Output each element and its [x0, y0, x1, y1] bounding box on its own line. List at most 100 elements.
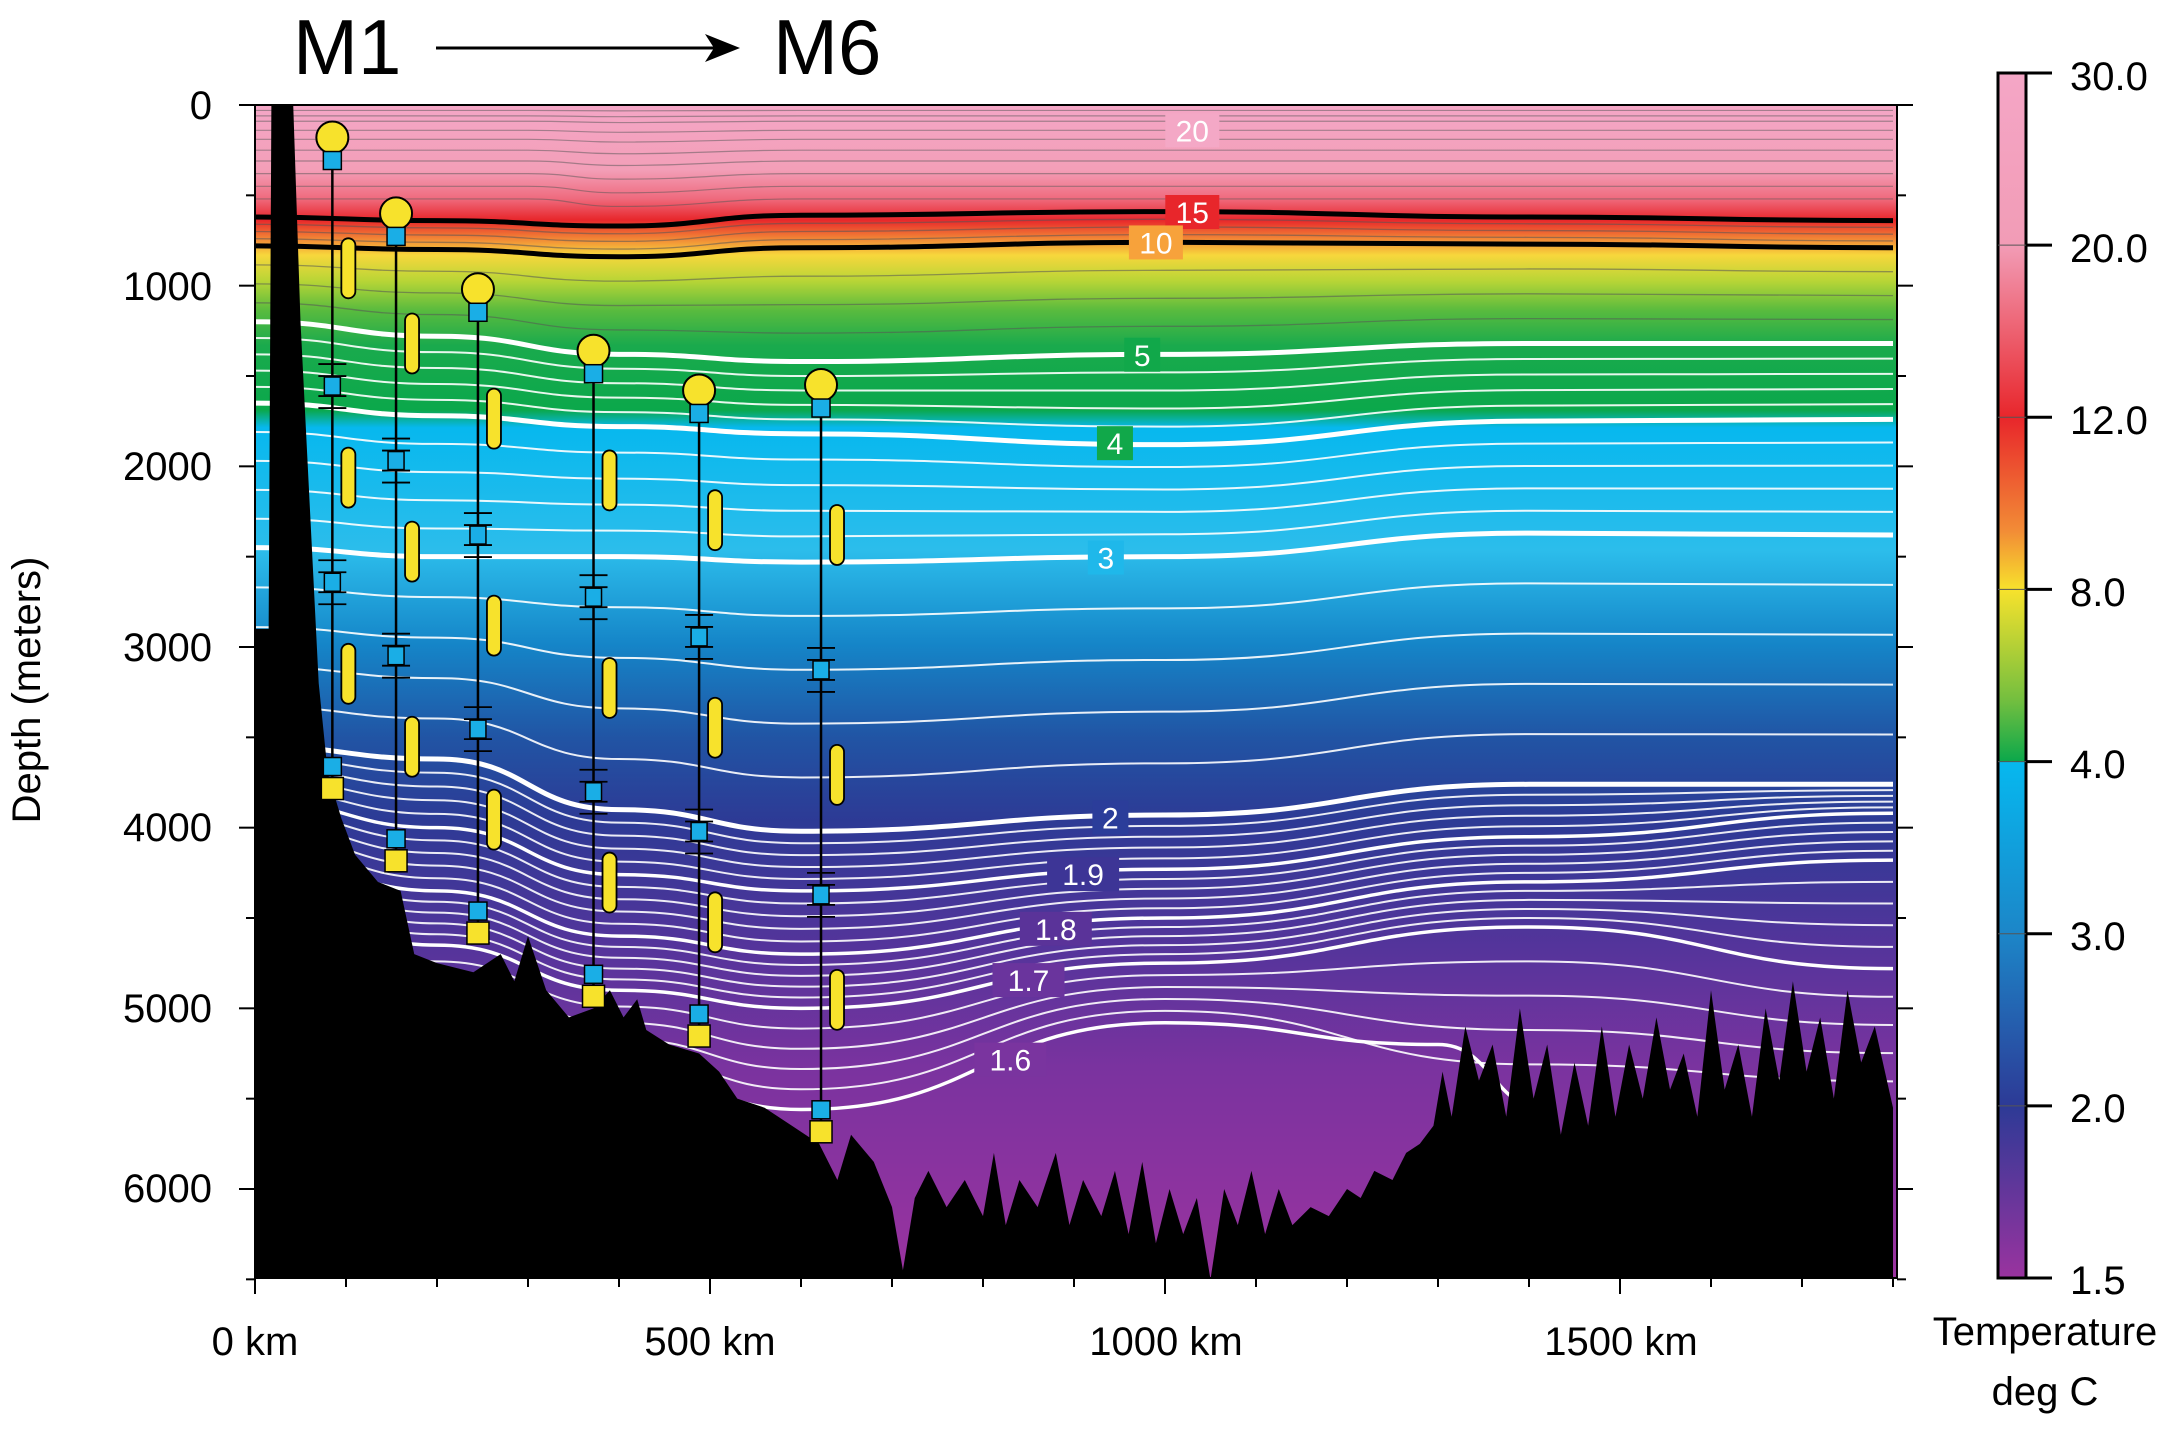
sensor-capsule — [829, 744, 845, 806]
isotherm-label-bg — [992, 963, 1065, 998]
minor-contour — [255, 788, 1894, 880]
mooring-float — [460, 272, 495, 307]
x-tick-label: 1500 km — [1544, 1320, 1697, 1364]
y-tick-label: 3000 — [123, 626, 212, 670]
isotherm-label: 20 — [1176, 115, 1209, 148]
minor-contour — [255, 777, 1894, 869]
sensor-capsule — [486, 788, 502, 851]
instrument-marker — [387, 645, 405, 666]
minor-contour — [255, 218, 1894, 235]
minor-contour — [255, 665, 1894, 725]
minor-contour — [255, 198, 1893, 208]
mooring-anchor — [320, 776, 345, 801]
minor-contour — [255, 353, 1894, 392]
isotherm-label-bg — [1019, 911, 1092, 946]
instrument-marker — [584, 782, 603, 802]
sensor-capsule — [340, 642, 357, 705]
colorbar-tick-label: 20.0 — [2070, 227, 2148, 271]
instrument-marker — [322, 150, 343, 171]
instrument-marker — [812, 885, 830, 905]
colorbar-tick-label: 12.0 — [2070, 399, 2148, 443]
isotherm-label-bg — [974, 1042, 1047, 1077]
isotherm-label: 1.9 — [1062, 859, 1104, 892]
minor-contour — [255, 626, 1894, 671]
x-axis: 0 km 500 km 1000 km 1500 km — [212, 1320, 1698, 1364]
minor-contour — [255, 920, 1894, 1030]
isotherm-line — [255, 907, 1894, 1011]
isotherm-label: 1.7 — [1008, 965, 1050, 998]
mooring — [379, 196, 420, 873]
mooring — [682, 373, 723, 1048]
isotherm-label: 3 — [1098, 543, 1115, 576]
instrument-marker — [386, 829, 406, 849]
isotherm-line — [255, 743, 1893, 834]
isotherm-label-bg — [1165, 194, 1220, 229]
minor-contour — [255, 337, 1894, 378]
instrument-marker — [584, 587, 603, 607]
isotherm-line — [255, 239, 1894, 260]
bathymetry — [255, 105, 1893, 1278]
minor-contour — [255, 264, 1894, 282]
section-start-label: M1 — [293, 3, 401, 91]
sensor-capsule — [707, 696, 723, 759]
instrument-marker — [322, 756, 343, 777]
section-end-label: M6 — [773, 3, 881, 91]
instrument-marker — [690, 627, 708, 647]
minor-contour — [255, 185, 1893, 194]
colorbar-tick-label: 2.0 — [2070, 1087, 2126, 1131]
minor-contour — [255, 115, 1893, 118]
sensor-capsule — [829, 504, 845, 566]
y-axis: 0 1000 2000 3000 4000 5000 6000 Depth (m… — [5, 84, 212, 1211]
sensor-capsule — [404, 715, 420, 778]
instrument-marker — [811, 1100, 831, 1120]
sensor-capsule — [829, 968, 845, 1031]
minor-contour — [255, 864, 1894, 966]
isotherm-label: 1.8 — [1035, 914, 1077, 947]
sensor-capsule — [404, 312, 420, 375]
instrument-marker — [323, 572, 342, 592]
mooring-anchor — [384, 849, 408, 873]
minor-contour — [255, 160, 1893, 167]
mooring — [315, 120, 357, 801]
minor-contour — [255, 173, 1893, 180]
isotherm-label-bg — [1047, 857, 1120, 892]
minor-contour — [255, 226, 1894, 243]
x-tick-label: 500 km — [644, 1320, 775, 1364]
instrument-marker — [386, 226, 406, 247]
minor-contour — [255, 875, 1894, 977]
sensor-capsule — [340, 446, 357, 509]
isotherm-line — [255, 400, 1894, 448]
minor-contour — [255, 810, 1894, 905]
isotherm-line — [255, 853, 1894, 956]
mooring-float — [379, 196, 414, 231]
minor-contour — [255, 120, 1893, 124]
mooring-anchor — [466, 921, 490, 945]
isotherm-lines — [255, 209, 1894, 1112]
y-tick-label: 5000 — [123, 987, 212, 1031]
sensor-capsule — [601, 449, 618, 512]
minor-contour — [255, 821, 1894, 918]
y-tick-label: 6000 — [123, 1167, 212, 1211]
mooring-anchor — [809, 1120, 833, 1144]
minor-contour — [255, 149, 1893, 155]
y-tick-label: 0 — [190, 84, 212, 128]
isotherm-line — [255, 319, 1893, 365]
minor-contour — [255, 832, 1894, 930]
isotherm-label: 1.6 — [989, 1045, 1031, 1078]
isotherm-label: 15 — [1176, 197, 1209, 230]
colorbar-tick-label: 1.5 — [2070, 1259, 2126, 1303]
y-tick-label: 4000 — [123, 806, 212, 850]
instrument-marker — [690, 821, 708, 842]
isotherm-label-bg — [1087, 540, 1124, 575]
isotherm-label-bg — [1165, 113, 1220, 148]
y-axis-title: Depth (meters) — [5, 557, 49, 824]
instrument-marker — [689, 1004, 709, 1024]
colorbar-ticks — [1998, 71, 2052, 1280]
y-tick-label: 2000 — [123, 445, 212, 489]
minor-contour — [255, 431, 1894, 469]
mooring-anchor — [687, 1024, 711, 1048]
colorbar-units: deg C — [1992, 1370, 2099, 1414]
colorbar: 30.0 20.0 12.0 8.0 4.0 3.0 2.0 1.5 Tempe… — [1933, 55, 2158, 1414]
